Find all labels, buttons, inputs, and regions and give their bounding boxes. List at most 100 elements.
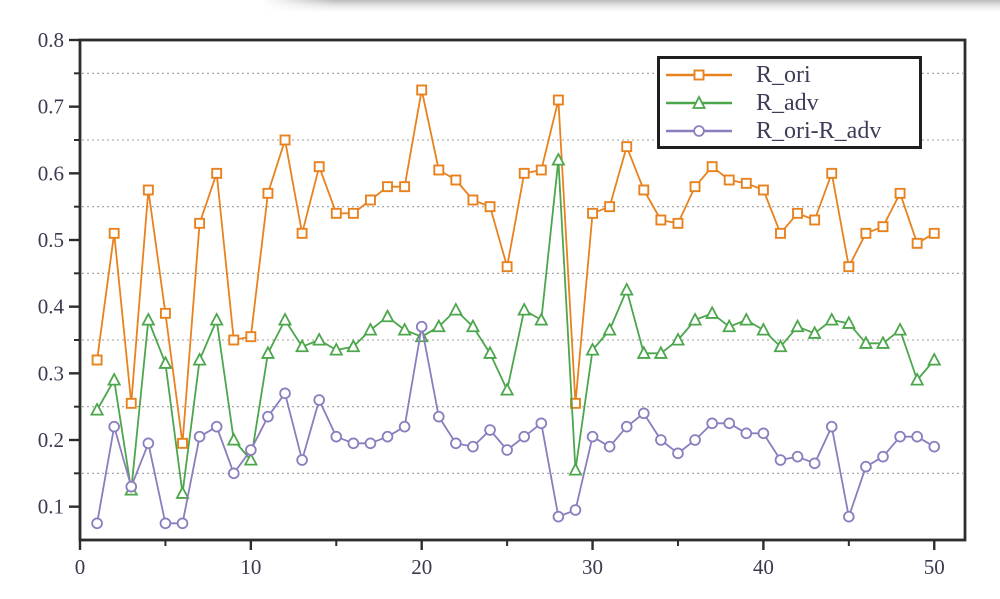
- marker-triangle-R_adv: [500, 382, 515, 396]
- marker-triangle-R_adv: [892, 322, 908, 336]
- marker-circle-R_ori-R_adv: [210, 420, 223, 433]
- marker-circle-R_ori-R_adv: [911, 430, 923, 443]
- marker-square-R_ori: [245, 331, 257, 343]
- legend-item-r-ori: R_ori: [664, 61, 919, 89]
- marker-square-R_ori: [638, 184, 650, 196]
- marker-circle-R_ori-R_adv: [91, 517, 103, 530]
- legend-label-r-ori: R_ori: [756, 61, 811, 88]
- marker-triangle-R_adv: [209, 312, 224, 326]
- marker-circle-R_ori-R_adv: [108, 420, 120, 433]
- marker-circle-R_ori-R_adv: [740, 427, 753, 440]
- marker-circle-R_ori-R_adv: [655, 434, 667, 446]
- marker-triangle-R_adv: [312, 332, 327, 346]
- marker-circle-R_ori-R_adv: [142, 437, 155, 450]
- marker-triangle-R_adv: [568, 462, 583, 476]
- marker-triangle-R_adv: [243, 452, 258, 466]
- x-axis-tick-label: 20: [411, 555, 432, 579]
- marker-square-R_ori: [911, 237, 923, 249]
- marker-square-R_ori: [535, 164, 547, 176]
- marker-square-R_ori: [211, 167, 223, 179]
- marker-triangle-R_adv: [910, 372, 925, 386]
- marker-circle-R_ori-R_adv: [620, 420, 633, 433]
- marker-square-R_ori: [364, 194, 376, 206]
- marker-triangle-R_adv: [687, 312, 703, 326]
- marker-triangle-R_adv: [363, 322, 378, 336]
- marker-circle-R_ori-R_adv: [808, 457, 821, 470]
- marker-triangle-R_adv: [858, 335, 874, 349]
- marker-square-R_ori: [313, 161, 325, 173]
- legend-swatch-circle-icon: [666, 124, 732, 137]
- marker-triangle-R_adv: [465, 318, 481, 333]
- marker-circle-R_ori-R_adv: [603, 440, 616, 453]
- marker-circle-R_ori-R_adv: [467, 440, 479, 453]
- marker-triangle-R_adv: [636, 345, 651, 359]
- marker-circle-R_ori-R_adv: [825, 420, 838, 433]
- marker-square-R_ori: [843, 261, 855, 273]
- legend: R_ori R_adv R_ori-R_adv: [657, 56, 922, 149]
- y-axis-tick-label: 0.8: [38, 28, 64, 52]
- marker-triangle-R_adv: [517, 302, 532, 316]
- marker-circle-R_ori-R_adv: [313, 394, 325, 406]
- marker-square-R_ori: [347, 207, 359, 219]
- marker-circle-R_ori-R_adv: [860, 460, 872, 473]
- marker-circle-R_ori-R_adv: [415, 320, 428, 333]
- marker-square-R_ori: [262, 187, 274, 199]
- marker-triangle-R_adv: [756, 322, 771, 336]
- marker-circle-R_ori-R_adv: [723, 417, 736, 430]
- x-axis-tick-label: 0: [75, 555, 86, 579]
- legend-swatch-square-icon: [666, 69, 732, 80]
- marker-square-R_ori: [775, 227, 786, 239]
- marker-square-R_ori: [894, 187, 906, 199]
- marker-square-R_ori: [279, 134, 291, 146]
- marker-triangle-R_adv: [705, 305, 720, 319]
- marker-circle-R_ori-R_adv: [245, 444, 257, 456]
- marker-triangle-R_adv: [277, 312, 293, 326]
- legend-label-r-ori-minus-r-adv: R_ori-R_adv: [756, 117, 882, 144]
- y-axis-tick-label: 0.3: [38, 361, 64, 385]
- marker-circle-R_ori-R_adv: [518, 430, 531, 443]
- y-axis-tick-label: 0.4: [38, 295, 65, 319]
- marker-triangle-R_adv: [448, 302, 463, 316]
- marker-circle-R_ori-R_adv: [296, 454, 308, 466]
- marker-square-R_ori: [689, 181, 701, 193]
- legend-item-r-adv: R_adv: [664, 89, 919, 117]
- marker-circle-R_ori-R_adv: [450, 437, 462, 450]
- marker-square-R_ori: [501, 261, 513, 273]
- marker-circle-R_ori-R_adv: [364, 437, 377, 450]
- marker-triangle-R_adv: [534, 312, 549, 326]
- marker-triangle-R_adv: [585, 342, 600, 356]
- marker-triangle-R_adv: [192, 352, 207, 366]
- marker-square-R_ori: [587, 207, 598, 219]
- marker-circle-R_ori-R_adv: [757, 427, 770, 440]
- marker-triangle-R_adv: [380, 308, 395, 323]
- marker-triangle-R_adv: [841, 315, 856, 329]
- marker-triangle-R_adv: [141, 312, 156, 326]
- marker-triangle-R_adv: [295, 338, 310, 353]
- marker-circle-R_ori-R_adv: [262, 410, 274, 423]
- marker-square-R_ori: [877, 221, 889, 233]
- marker-square-R_ori: [433, 164, 445, 176]
- marker-circle-R_ori-R_adv: [552, 510, 565, 523]
- marker-triangle-R_adv: [89, 402, 105, 416]
- y-axis-tick-label: 0.2: [38, 428, 64, 452]
- y-axis-tick-label: 0.1: [38, 495, 64, 519]
- y-axis-tick-label: 0.5: [38, 228, 64, 252]
- x-axis-tick-label: 30: [582, 555, 603, 579]
- marker-triangle-R_adv: [346, 338, 361, 353]
- marker-triangle-R_adv: [824, 312, 839, 326]
- marker-square-R_ori: [142, 184, 154, 196]
- marker-square-R_ori: [518, 167, 530, 179]
- marker-triangle-R_adv: [260, 345, 276, 359]
- marker-triangle-R_adv: [107, 372, 122, 386]
- marker-square-R_ori: [792, 207, 804, 219]
- marker-square-R_ori: [382, 181, 393, 193]
- marker-circle-R_ori-R_adv: [398, 420, 411, 433]
- plot-frame: [78, 38, 967, 542]
- marker-circle-R_ori-R_adv: [791, 450, 804, 463]
- marker-triangle-R_adv: [397, 322, 412, 336]
- marker-circle-R_ori-R_adv: [569, 504, 582, 516]
- marker-square-R_ori: [194, 217, 206, 229]
- marker-circle-R_ori-R_adv: [330, 430, 343, 443]
- marker-circle-R_ori-R_adv: [706, 417, 718, 430]
